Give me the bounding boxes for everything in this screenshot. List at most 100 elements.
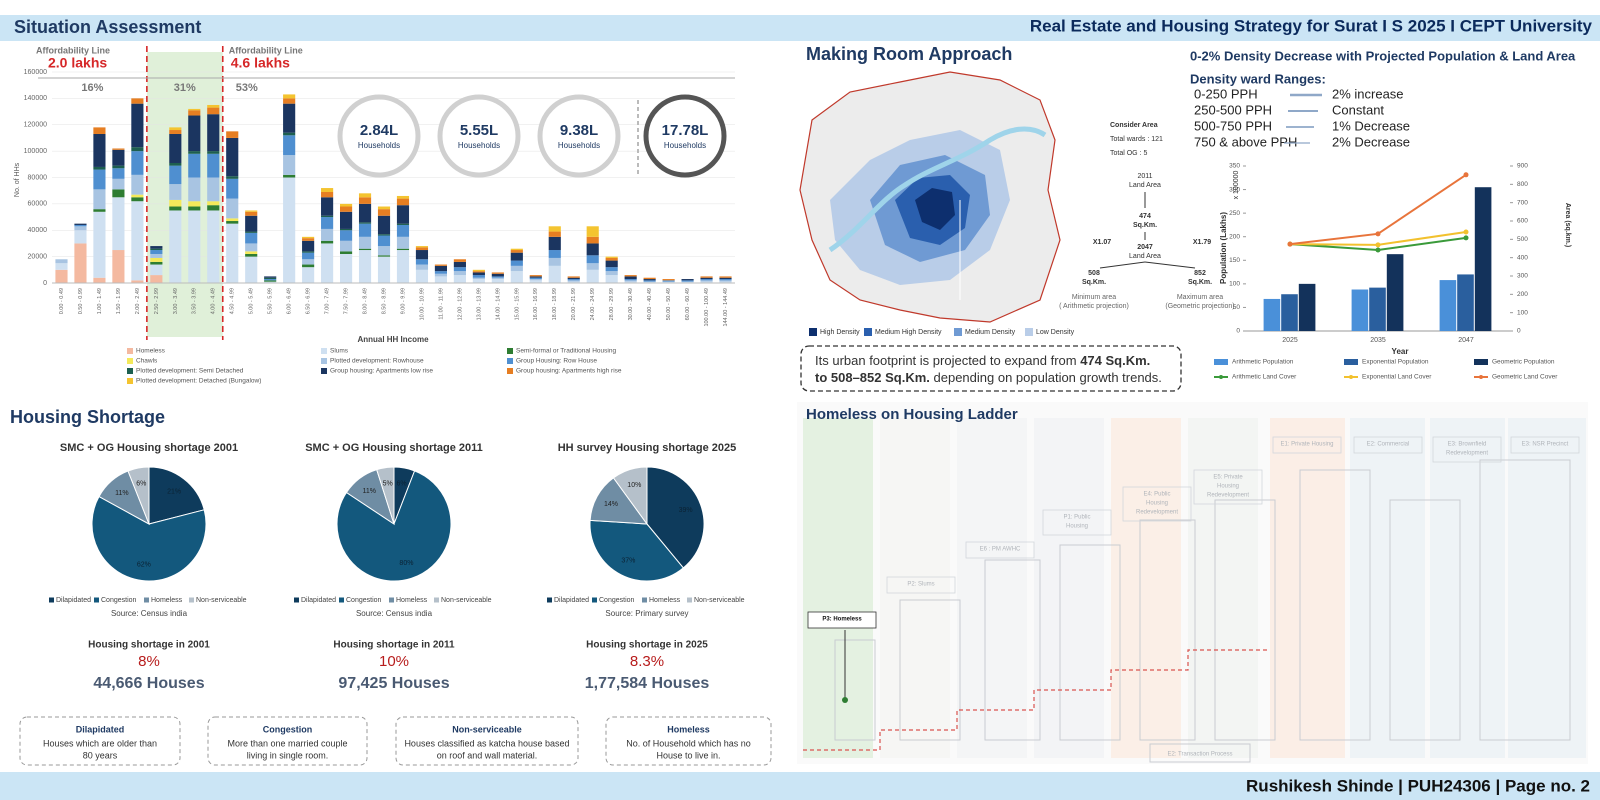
callout-text: to 508–852 Sq.Km. depending on populatio…	[815, 370, 1162, 385]
bar-segment	[188, 108, 201, 111]
bar-segment	[586, 243, 599, 256]
legend-swatch	[507, 348, 513, 354]
bar-segment	[302, 251, 315, 253]
range-label: 250-500 PPH	[1194, 102, 1272, 117]
ladder-column	[957, 418, 1027, 758]
legend-swatch	[294, 597, 299, 603]
legend-label: Homeless	[396, 597, 428, 604]
building	[1139, 519, 1196, 741]
header-bar	[0, 15, 1600, 41]
x-tick-label: 4.00 - 4.49	[211, 288, 217, 314]
bar-segment	[491, 273, 504, 277]
area-2011: Land Area	[1129, 182, 1161, 189]
y-tick-label: 140000	[24, 95, 47, 102]
bar-segment	[283, 155, 296, 175]
bar-segment	[207, 151, 220, 154]
x-tick-label: 11.00 - 11.99	[438, 288, 444, 320]
legend-label: Exponential Population	[1362, 359, 1429, 366]
stage-box	[807, 611, 877, 629]
section-heading: Making Room Approach	[806, 44, 1012, 64]
bar-segment	[662, 279, 675, 281]
legend-swatch	[127, 348, 133, 354]
bar-segment	[302, 264, 315, 268]
pie-slice	[127, 466, 150, 525]
ladder-column	[1188, 418, 1258, 758]
footer-text: Rushikesh Shinde | PUH24306 | Page no. 2	[1246, 776, 1590, 795]
y-tick-label: 150	[1229, 257, 1240, 264]
bar-segment	[226, 218, 239, 222]
y-tick-label: 250	[1229, 210, 1240, 217]
bar-segment	[358, 250, 372, 283]
legend-label: Congestion	[599, 597, 635, 604]
legend-label: Non-serviceable	[196, 597, 247, 604]
bar-segment	[434, 265, 448, 272]
definition-box	[207, 716, 368, 766]
bar-segment	[586, 236, 599, 244]
y-tick-label: 60000	[28, 201, 48, 208]
bar-segment	[491, 279, 504, 283]
bar-segment	[377, 256, 391, 283]
x-tick-label: 15.00 - 15.99	[514, 288, 520, 320]
bar-segment	[434, 276, 448, 283]
bar-segment	[567, 279, 580, 281]
bar-segment	[112, 148, 125, 150]
y-tick-label: 50	[1233, 304, 1241, 311]
x-tick-label: 8.00 - 8.49	[362, 288, 368, 314]
bar-segment	[188, 153, 201, 178]
stage-box	[1272, 436, 1342, 454]
bar-segment	[112, 168, 125, 179]
stage-label: Redevelopment	[1446, 451, 1488, 457]
pie-slice	[148, 466, 205, 525]
y-tick-label: 100000	[24, 148, 47, 155]
bar-segment	[245, 210, 258, 212]
bar-segment	[377, 255, 391, 257]
callout-run: Its urban footprint is projected to expa…	[815, 353, 1080, 368]
bar-segment	[93, 277, 106, 283]
bar-segment	[510, 252, 523, 261]
bar-segment	[548, 257, 561, 266]
x-tick-label: 6.00 - 6.49	[287, 288, 293, 314]
bar-segment	[339, 240, 353, 252]
bar-segment	[510, 260, 523, 266]
bar-segment	[188, 210, 201, 283]
legend-swatch	[434, 597, 439, 603]
bar-segment	[169, 133, 182, 163]
map-legend-label: Low Density	[1036, 329, 1075, 336]
y-axis-label: Population (Lakhs)	[1219, 212, 1228, 284]
y2-tick-label: 900	[1517, 163, 1528, 170]
range-change: Constant	[1332, 102, 1384, 117]
bar-segment	[207, 205, 220, 211]
bar-segment	[226, 131, 239, 138]
map-river	[828, 126, 1047, 253]
bar-segment	[302, 267, 315, 283]
map-legend-label: High Density	[820, 329, 860, 336]
bar-segment	[700, 280, 713, 282]
bar-segment	[548, 265, 561, 283]
bar-segment	[605, 260, 618, 268]
bar-segment	[358, 193, 372, 198]
y2-tick-label: 500	[1517, 236, 1528, 243]
stat-label: Housing shortage in 2025	[586, 640, 708, 651]
bar-segment	[207, 210, 220, 283]
legend-dot	[1479, 375, 1483, 379]
bar-segment	[150, 248, 163, 251]
y2-tick-label: 300	[1517, 273, 1528, 280]
bar-segment	[339, 230, 353, 241]
bar-segment	[643, 281, 656, 283]
household-label: Households	[664, 141, 706, 150]
bar-segment	[150, 250, 163, 254]
pie-label: 6%	[396, 481, 406, 488]
x-tick-label: 40.00 - 40.49	[647, 288, 653, 320]
bar-segment	[226, 221, 239, 224]
bar-segment	[112, 189, 125, 198]
bar-segment	[586, 255, 599, 264]
building	[1479, 459, 1571, 741]
legend-label: Chawls	[136, 358, 158, 365]
x-tick-label: 1.00 - 1.49	[97, 288, 103, 314]
bar-segment	[358, 203, 372, 223]
bar-segment	[548, 231, 561, 237]
bar-segment	[491, 277, 504, 280]
y2-tick-label: 200	[1517, 291, 1528, 298]
stat-houses: 44,666 Houses	[93, 675, 204, 692]
